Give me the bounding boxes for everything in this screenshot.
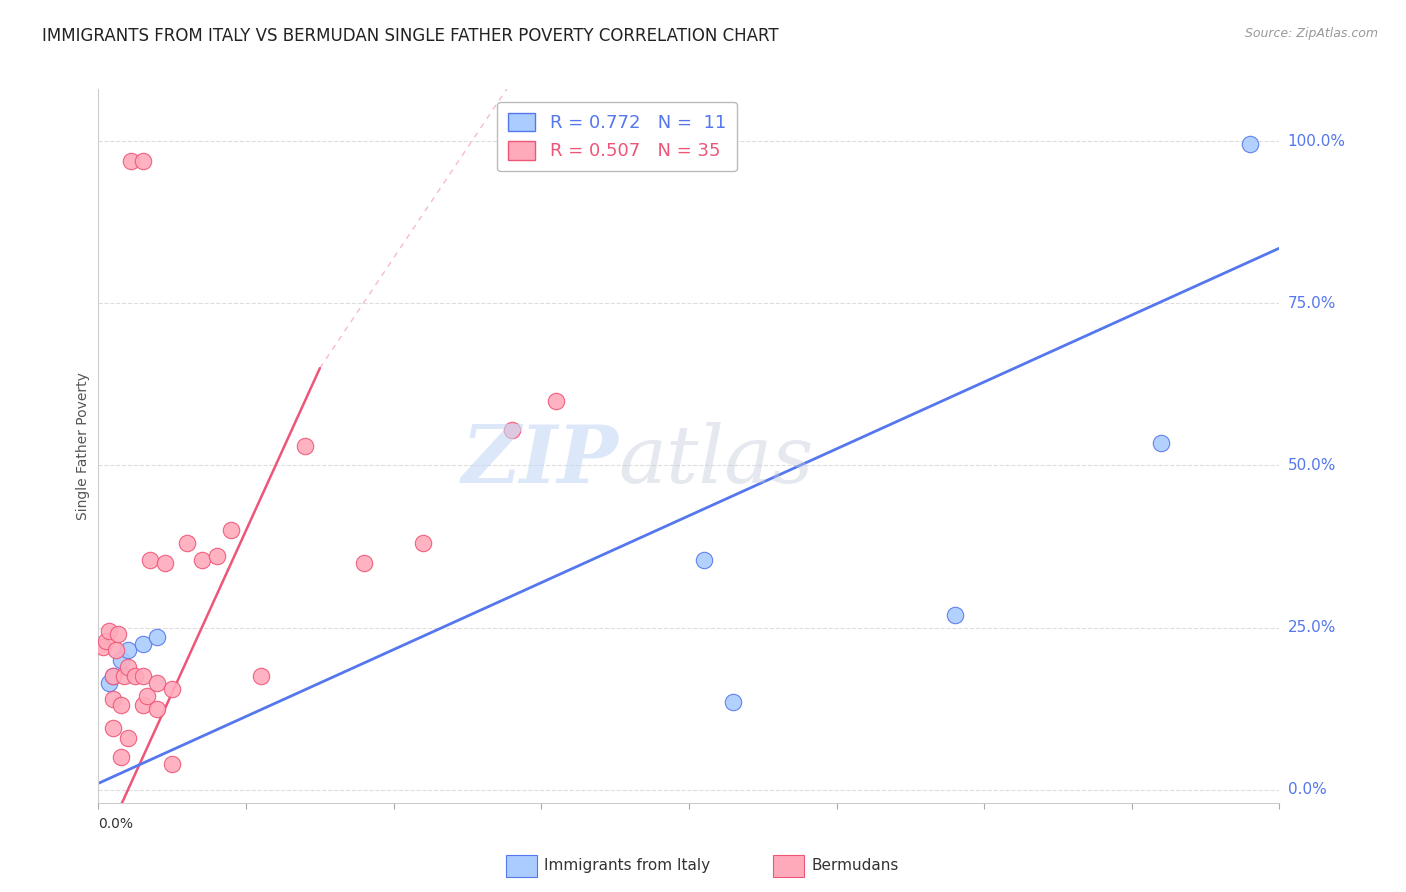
Point: [112, 669, 135, 683]
Point: [103, 669, 124, 683]
Point: [97, 675, 120, 690]
Point: [191, 552, 214, 566]
Point: [1239, 137, 1261, 152]
Point: [250, 669, 273, 683]
Text: Source: ZipAtlas.com: Source: ZipAtlas.com: [1244, 27, 1378, 40]
Point: [110, 653, 132, 667]
Point: [94, 633, 117, 648]
Text: Bermudans: Bermudans: [811, 858, 898, 872]
Point: [91, 640, 114, 654]
Point: [294, 439, 316, 453]
Point: [107, 627, 129, 641]
Text: Immigrants from Italy: Immigrants from Italy: [544, 858, 710, 872]
Text: IMMIGRANTS FROM ITALY VS BERMUDAN SINGLE FATHER POVERTY CORRELATION CHART: IMMIGRANTS FROM ITALY VS BERMUDAN SINGLE…: [42, 27, 779, 45]
Point: [105, 643, 128, 657]
Point: [117, 643, 139, 657]
Point: [103, 721, 124, 735]
Text: 100.0%: 100.0%: [1288, 134, 1346, 149]
Text: atlas: atlas: [619, 422, 814, 499]
Point: [110, 750, 132, 764]
Point: [120, 153, 142, 168]
Point: [117, 659, 139, 673]
Point: [146, 675, 169, 690]
Point: [153, 556, 176, 570]
Point: [146, 702, 169, 716]
Point: [162, 756, 183, 771]
Text: 0.0%: 0.0%: [98, 817, 134, 831]
Point: [110, 698, 132, 713]
Text: ZIP: ZIP: [461, 422, 619, 499]
Point: [132, 637, 155, 651]
Point: [132, 698, 155, 713]
Point: [132, 669, 155, 683]
Legend: R = 0.772   N =  11, R = 0.507   N = 35: R = 0.772 N = 11, R = 0.507 N = 35: [498, 102, 737, 171]
Point: [219, 524, 242, 538]
Point: [146, 631, 169, 645]
Point: [943, 607, 966, 622]
Text: 50.0%: 50.0%: [1288, 458, 1336, 473]
Point: [501, 423, 523, 437]
Point: [132, 153, 155, 168]
Y-axis label: Single Father Poverty: Single Father Poverty: [76, 372, 90, 520]
Point: [205, 549, 228, 564]
Point: [721, 695, 744, 709]
Point: [1150, 435, 1173, 450]
Point: [117, 731, 139, 745]
Point: [162, 682, 183, 697]
Point: [176, 536, 198, 550]
Point: [412, 536, 434, 550]
Text: 75.0%: 75.0%: [1288, 296, 1336, 310]
Point: [139, 552, 162, 566]
Text: 0.0%: 0.0%: [1288, 782, 1326, 797]
Point: [693, 552, 716, 566]
Point: [103, 669, 124, 683]
Point: [353, 556, 375, 570]
Point: [544, 393, 567, 408]
Point: [103, 692, 124, 706]
Point: [97, 624, 120, 638]
Point: [124, 669, 146, 683]
Point: [136, 689, 159, 703]
Text: 25.0%: 25.0%: [1288, 620, 1336, 635]
